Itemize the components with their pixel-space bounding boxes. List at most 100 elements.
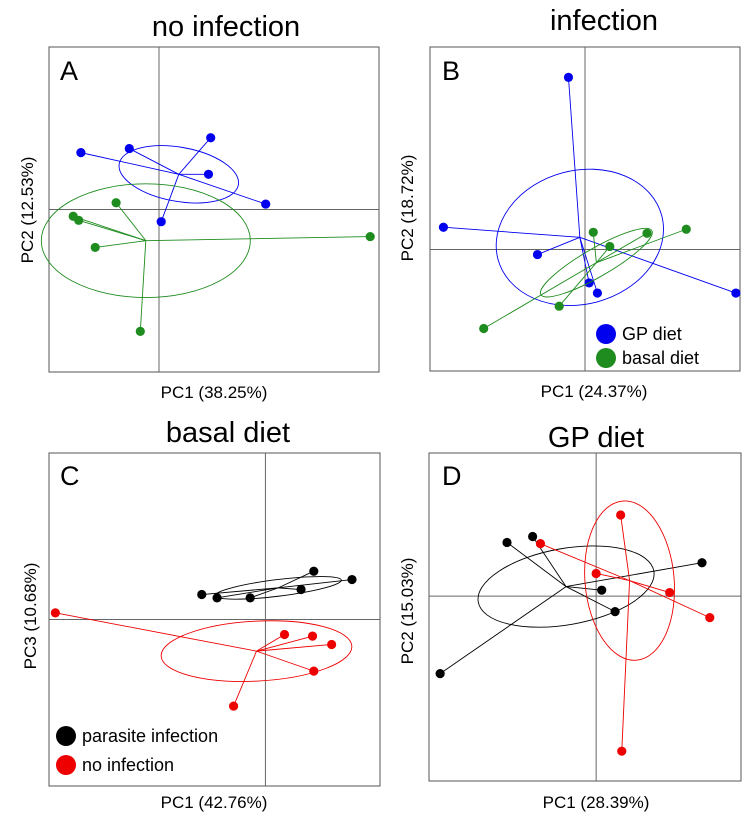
legend-label: parasite infection (82, 726, 218, 746)
legend-marker (596, 348, 616, 368)
panel-b-title: infection (550, 5, 658, 37)
panel-c-red-point (309, 666, 319, 676)
panel-d-red-point (705, 612, 715, 623)
panel-c-black-point (197, 589, 207, 600)
panel-a-green-ellipse (40, 183, 251, 298)
panel-a-title: no infection (152, 11, 300, 43)
legend-label: GP diet (622, 324, 682, 344)
panel-b-green-point (681, 224, 691, 234)
panel-b-green-spoke (483, 262, 597, 329)
panel-a-xlabel: PC1 (38.25%) (161, 383, 268, 402)
panel-d-red-spoke (629, 580, 710, 619)
panel-c-black-point (309, 566, 319, 576)
panel-d-red-ellipse (584, 500, 675, 661)
panel-a-blue-point (156, 217, 166, 227)
panel-d-red-point (616, 510, 626, 520)
panel-d-black-point (610, 607, 620, 617)
panel-c-black-point (347, 574, 357, 585)
panel-c-red-point (327, 639, 337, 650)
panel-b-green-point (588, 227, 598, 237)
panel-d-red-point (665, 587, 675, 598)
panel-a-green-point (135, 326, 145, 336)
panel-b-blue-spoke (579, 236, 737, 294)
panel-c-black-point (245, 593, 255, 603)
panel-d-red-point (535, 539, 546, 549)
panel-b-blue-spoke (537, 236, 581, 255)
panel-a-green-spoke (145, 236, 371, 242)
panel-b-blue-point (592, 288, 603, 298)
panel-c-red-ellipse (160, 620, 353, 682)
panel-b-green-point (554, 301, 564, 311)
panel-c-red-spoke (256, 634, 285, 652)
panel-c-plot (49, 453, 380, 786)
panel-d-black-spoke (565, 562, 703, 588)
panel-d-black-spoke (565, 586, 616, 613)
legend-marker (56, 755, 76, 775)
panel-c-xlabel: PC1 (42.76%) (161, 793, 268, 812)
panel-c-black-spoke (249, 587, 279, 599)
panel-a-plot (40, 47, 379, 372)
panel-a-blue-spoke (178, 173, 266, 205)
panel-b: infection B PC1 (24.37%) PC2 (18.72%) GP… (398, 5, 741, 401)
panel-c-red-spoke (256, 644, 332, 652)
panel-a-blue-point (261, 199, 271, 209)
panel-a-blue-spoke (178, 137, 212, 175)
panel-d-plot (429, 453, 741, 781)
panel-d-black-point (597, 585, 607, 595)
panel-a-green-spoke (95, 240, 146, 248)
panel-c-red-point (307, 631, 318, 641)
panel-d-black-point (697, 558, 707, 568)
panel-d-frame (428, 452, 742, 782)
panel-b-green-point (605, 241, 615, 252)
panel-a-blue-point (206, 133, 216, 143)
panel-d-xlabel: PC1 (28.39%) (543, 793, 650, 812)
panel-d-black-point (502, 537, 512, 548)
panel-b-green-spoke (596, 232, 648, 264)
panel-c-red-point (279, 629, 290, 640)
panel-c-black-spoke (278, 579, 353, 589)
panel-a-green-point (74, 215, 84, 225)
panel-c-ylabel: PC3 (10.68%) (21, 563, 40, 670)
panel-a-ylabel: PC2 (12.53%) (18, 157, 37, 264)
panel-b-ylabel: PC2 (18.72%) (398, 155, 417, 262)
panel-b-legend: GP diet basal diet (596, 324, 699, 368)
panel-b-green-point (479, 323, 489, 334)
panel-d-letter: D (442, 461, 462, 491)
panel-c: basal diet C PC1 (42.76%) PC3 (10.68%) p… (21, 417, 381, 812)
panel-d-black-point (435, 669, 445, 679)
panel-d-red-spoke (621, 580, 631, 752)
panel-a-blue-spoke (129, 148, 180, 175)
legend-label: no infection (82, 755, 174, 775)
panel-a: no infection A PC1 (38.25%) PC2 (12.53%) (18, 11, 380, 402)
panel-d-red-point (617, 746, 627, 756)
panel-d-red-spoke (620, 514, 631, 581)
panel-b-green-spoke (558, 262, 597, 307)
panel-a-blue-spoke (80, 152, 179, 175)
panel-a-green-spoke (78, 219, 146, 242)
panel-b-blue-point (731, 288, 741, 298)
panel-c-red-point (50, 608, 60, 618)
panel-d-black-spoke (566, 586, 602, 591)
panel-d-black-point (528, 531, 538, 542)
panel-d-red-spoke (596, 573, 630, 582)
panel-c-red-spoke (256, 650, 314, 672)
panel-b-blue-ellipse (495, 168, 664, 306)
panel-c-title: basal diet (166, 417, 290, 449)
panel-c-red-spoke (233, 650, 257, 707)
panel-a-green-point (365, 231, 375, 242)
panel-c-black-spoke (201, 587, 279, 595)
panel-d-ylabel: PC2 (15.03%) (398, 558, 417, 665)
legend-label: basal diet (622, 348, 699, 368)
panel-b-letter: B (442, 56, 460, 86)
panel-b-blue-point (532, 249, 543, 260)
panel-c-letter: C (60, 461, 80, 491)
panel-a-blue-ellipse (118, 145, 240, 204)
legend-marker (56, 726, 76, 746)
panel-d-red-spoke (629, 580, 670, 593)
legend-marker (596, 324, 616, 344)
panel-a-blue-point (203, 169, 214, 179)
panel-b-green-point (642, 228, 652, 238)
panel-a-letter: A (60, 56, 78, 86)
panel-c-red-spoke (256, 635, 313, 652)
